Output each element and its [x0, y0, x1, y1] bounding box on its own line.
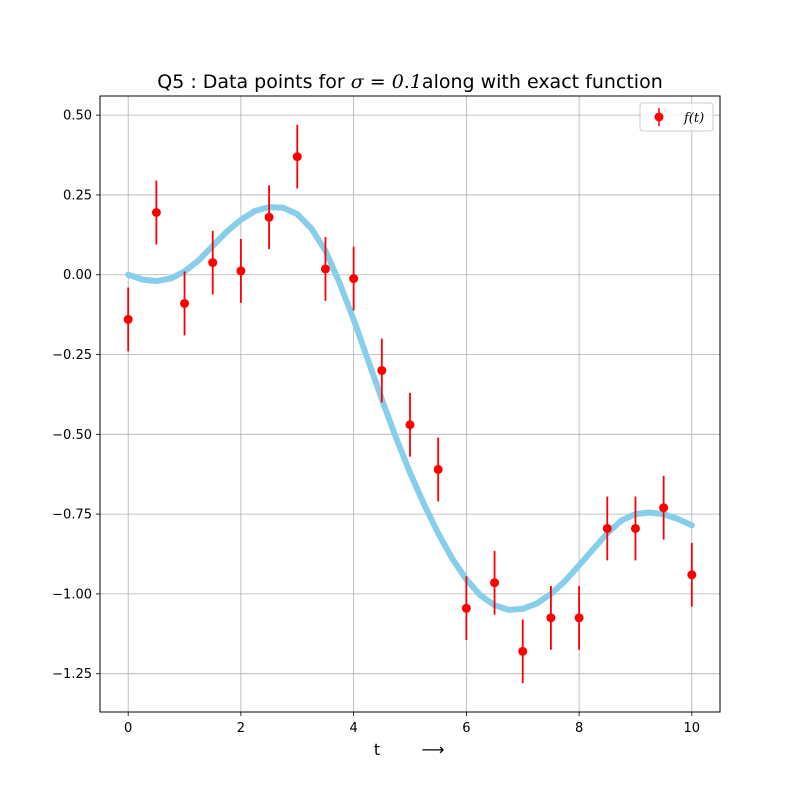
- data-point: [208, 258, 218, 268]
- y-tick-label: −0.75: [52, 508, 92, 523]
- x-tick-label: 8: [575, 721, 583, 736]
- exact-function-line: [125, 204, 695, 613]
- data-point: [630, 523, 640, 533]
- axis-ticks: 0 2 4 6 8 10 0.50 0.25 0.00 −0.25 −0.50 −0.75 −1.00 −…: [52, 109, 700, 736]
- exact-function-layer: [125, 204, 695, 613]
- plot-area-frame: [99, 95, 721, 713]
- legend-point-marker: [654, 112, 664, 122]
- x-axis-label: t: [374, 740, 380, 759]
- data-point: [180, 298, 190, 308]
- data-point: [490, 578, 500, 588]
- chart-title: Q5 : Data points for σ = 0.1along with e…: [157, 71, 663, 93]
- data-point: [405, 420, 415, 430]
- x-tick-label: 4: [349, 721, 357, 736]
- data-point: [518, 646, 528, 656]
- y-tick-label: −0.50: [52, 428, 92, 443]
- x-tick-label: 6: [462, 721, 470, 736]
- y-tick-label: −1.25: [52, 667, 92, 682]
- data-points-layer: [123, 124, 697, 684]
- data-point: [292, 152, 302, 162]
- legend-label: f(t): [683, 111, 704, 126]
- grid: [100, 96, 720, 712]
- y-tick-label: −1.00: [52, 587, 92, 602]
- data-point: [320, 264, 330, 274]
- data-point: [264, 212, 274, 222]
- data-point: [461, 603, 471, 613]
- x-tick-label: 0: [124, 721, 132, 736]
- chart-title-prefix: Q5 : Data points for: [157, 71, 351, 93]
- x-tick-label: 10: [684, 721, 701, 736]
- data-point: [433, 464, 443, 474]
- x-axis-arrow: ⟶: [422, 740, 445, 759]
- chart-title-math: σ = 0.1: [351, 71, 422, 93]
- data-point: [151, 207, 161, 217]
- data-point: [123, 314, 133, 324]
- data-point: [602, 523, 612, 533]
- y-tick-label: 0.00: [63, 268, 92, 283]
- chart-title-suffix: along with exact function: [422, 71, 663, 93]
- data-point: [377, 365, 387, 375]
- legend: f(t): [639, 102, 714, 132]
- y-tick-label: −0.25: [52, 348, 92, 363]
- data-point: [349, 274, 359, 284]
- data-point: [236, 266, 246, 276]
- data-point: [659, 503, 669, 513]
- y-tick-label: 0.25: [63, 188, 92, 203]
- y-tick-label: 0.50: [63, 109, 92, 124]
- data-point: [687, 570, 697, 580]
- data-point: [546, 613, 556, 623]
- data-point: [574, 613, 584, 623]
- x-tick-label: 2: [237, 721, 245, 736]
